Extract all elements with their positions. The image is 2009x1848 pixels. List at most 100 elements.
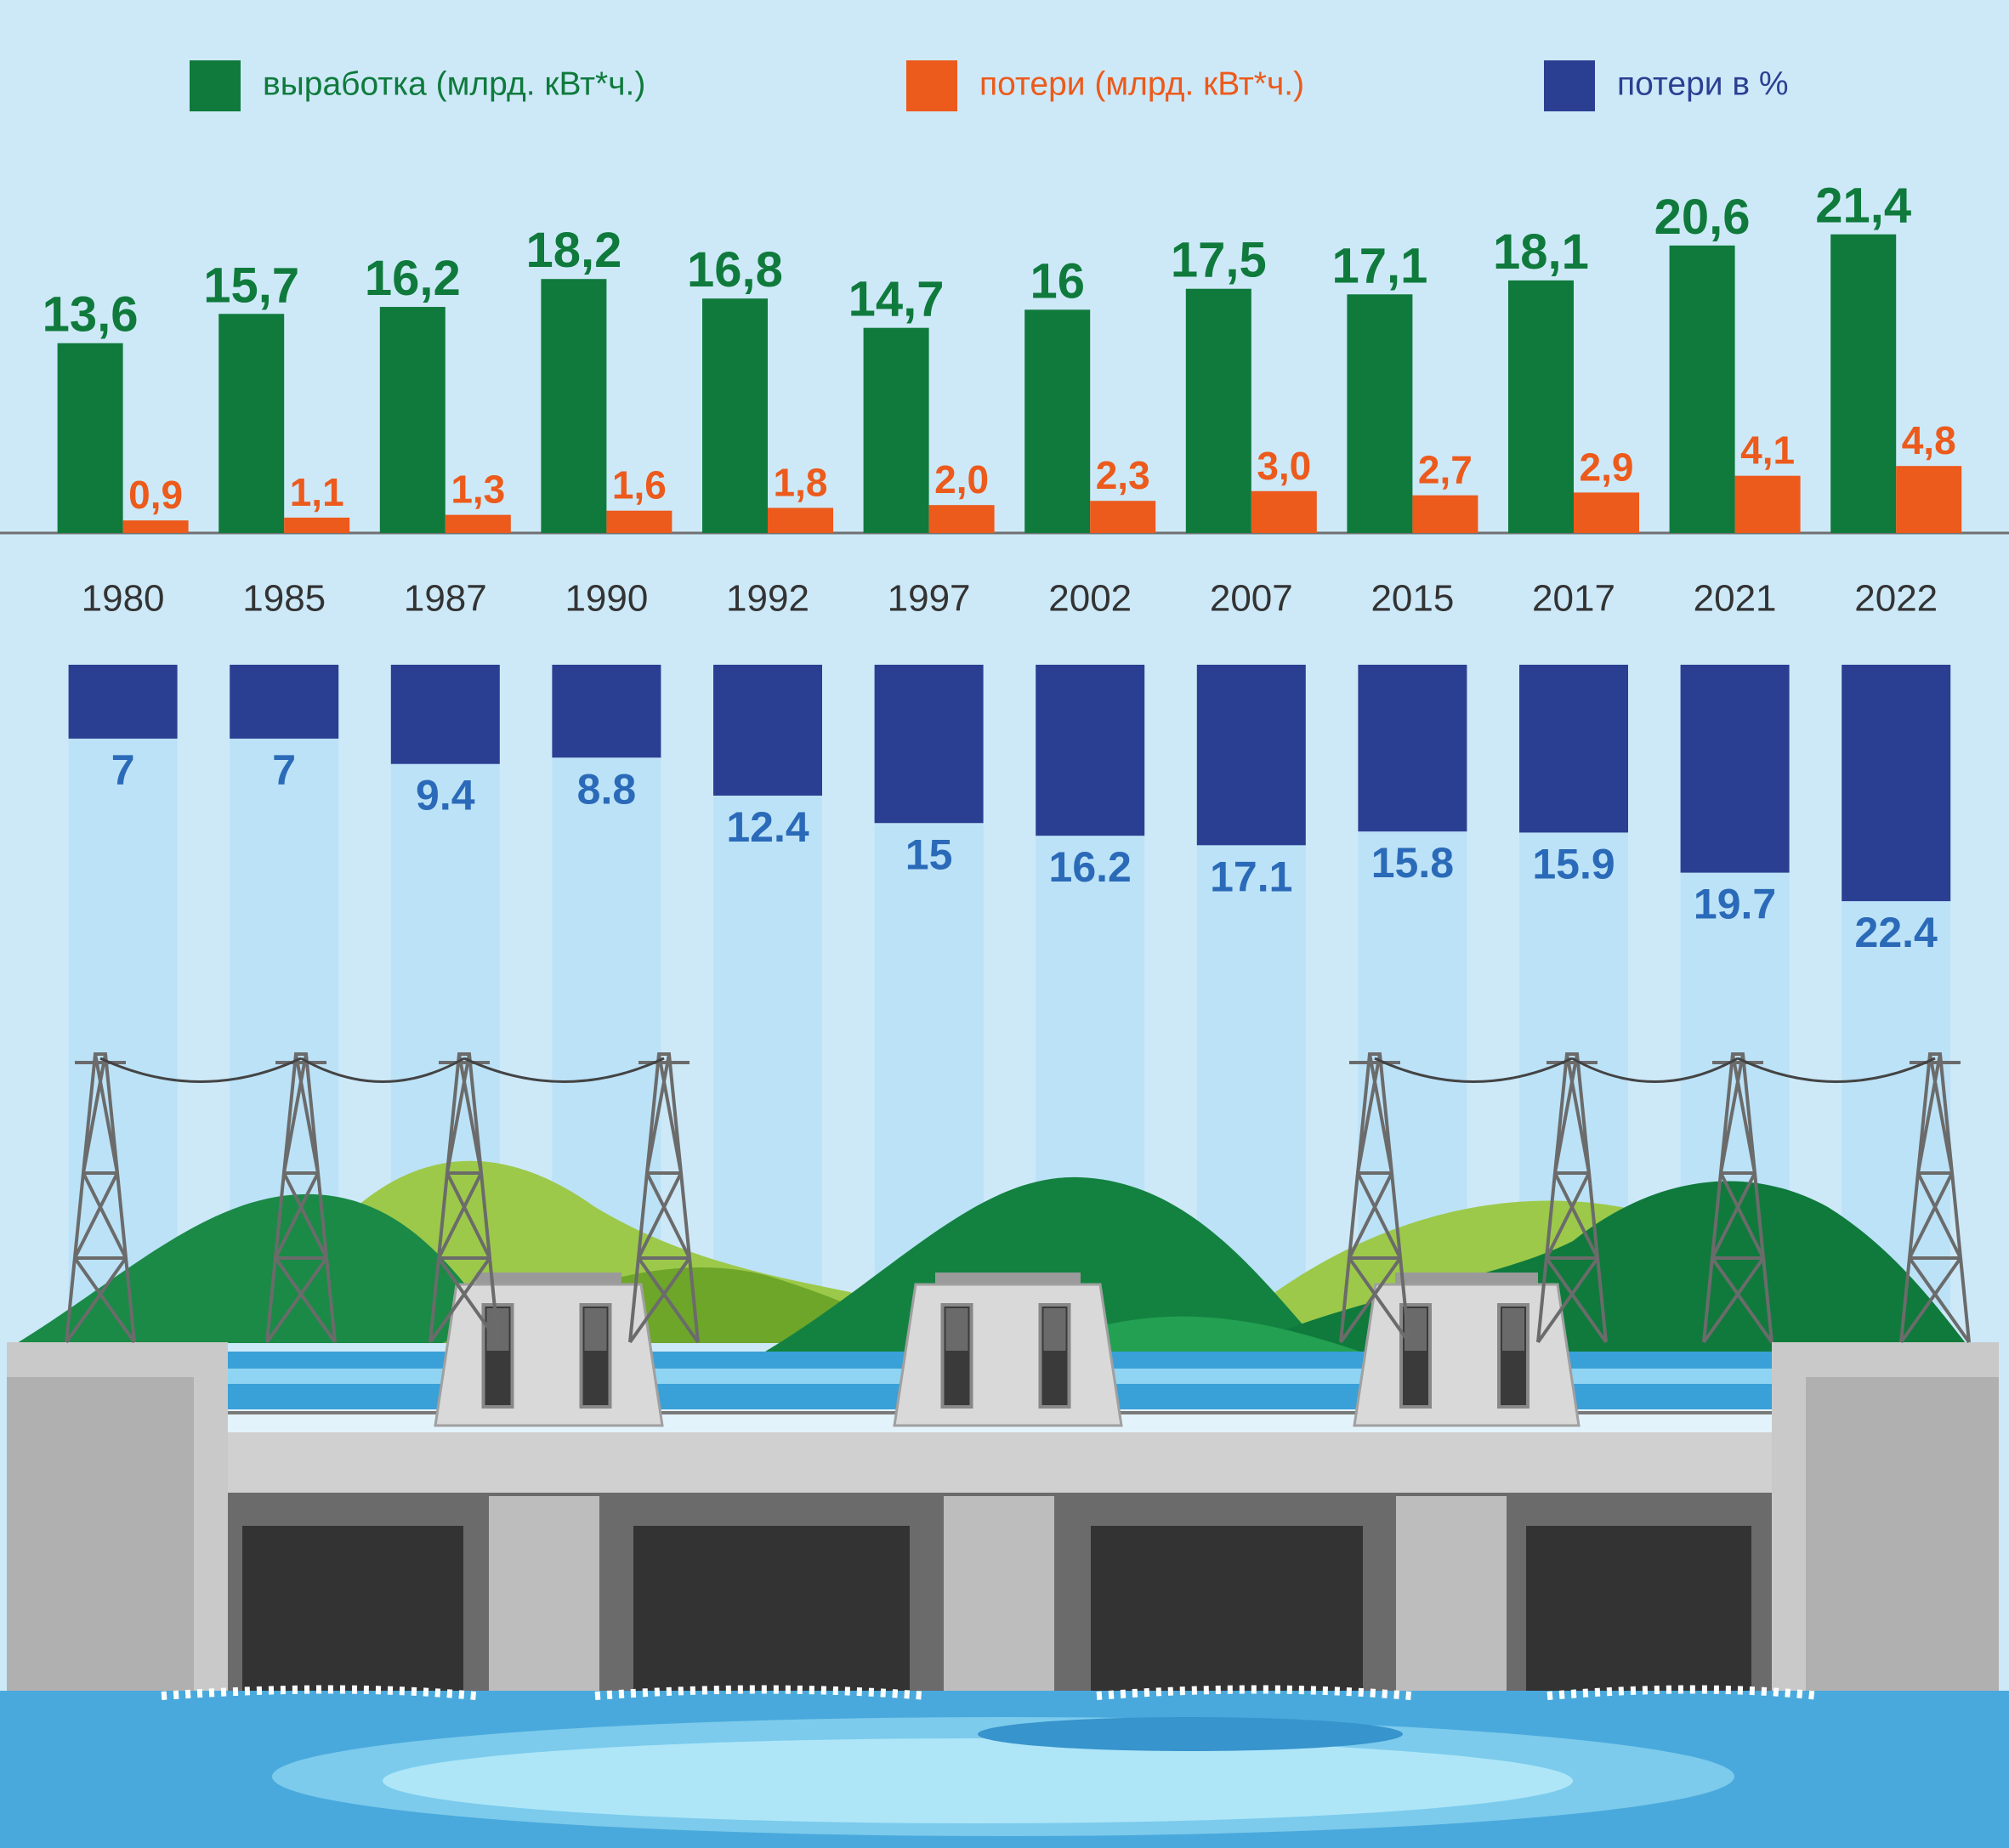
wire: [300, 1057, 465, 1083]
bar: [863, 327, 929, 533]
window-top: [1043, 1308, 1066, 1351]
powerhouses: [434, 1273, 1581, 1427]
wire: [99, 1057, 302, 1083]
bar: [606, 510, 673, 533]
value-label: 4,1: [1740, 428, 1795, 473]
wire: [1737, 1057, 1936, 1083]
x-tick-label: 1997: [888, 578, 971, 620]
hill: [765, 1176, 1326, 1352]
tower: [1702, 1052, 1773, 1344]
value-label: 0,9: [128, 473, 183, 517]
x-tick-label: 2021: [1694, 578, 1777, 620]
value-label: 7: [272, 746, 296, 794]
tower: [265, 1052, 337, 1344]
bar: [1185, 288, 1251, 533]
pier: [489, 1496, 599, 1691]
x-tick-label: 1992: [726, 578, 809, 620]
value-label: 1,8: [774, 460, 828, 504]
towers: [65, 1052, 1971, 1344]
percent-bar: [552, 665, 661, 758]
pier: [1396, 1496, 1507, 1691]
percent-bar: [874, 665, 984, 824]
roof: [1395, 1273, 1538, 1284]
x-tick-label: 1987: [404, 578, 487, 620]
bar: [1896, 466, 1962, 533]
percent-bar: [1680, 665, 1790, 873]
dam-block-inner: [7, 1377, 194, 1691]
percent-bar: [713, 665, 822, 796]
value-label: 3,0: [1257, 444, 1311, 488]
bar: [1669, 245, 1735, 533]
powerhouse: [893, 1283, 1123, 1427]
value-label: 15: [905, 830, 953, 878]
value-label: 22.4: [1855, 909, 1938, 956]
landscape: [0, 1160, 2009, 1848]
bar: [379, 307, 445, 533]
bar: [218, 314, 285, 533]
spillway: [242, 1526, 463, 1691]
bar: [1412, 495, 1478, 533]
value-label: 16: [1030, 253, 1085, 309]
window-top: [584, 1308, 607, 1351]
x-tick-label: 2015: [1371, 578, 1454, 620]
value-label: 19.7: [1694, 881, 1776, 928]
value-label: 20,6: [1654, 190, 1751, 245]
value-label: 2,9: [1580, 445, 1634, 489]
spillway: [1091, 1526, 1363, 1691]
bar: [1734, 475, 1801, 533]
wire: [463, 1057, 665, 1083]
value-label: 17.1: [1210, 853, 1292, 900]
bar: [1251, 490, 1317, 533]
bar: [1347, 294, 1413, 533]
bar: [122, 520, 189, 533]
value-label: 1,6: [612, 463, 667, 507]
legend-label: потери в %: [1617, 65, 1789, 102]
legend-swatch: [906, 60, 957, 111]
bar: [1574, 492, 1639, 533]
legend-label: потери (млрд. кВт*ч.): [979, 65, 1304, 102]
x-tick-label: 1985: [242, 578, 326, 620]
bar: [284, 517, 350, 533]
x-tick-label: 1980: [82, 578, 165, 620]
spillway: [1526, 1526, 1751, 1691]
value-label: 1,1: [290, 470, 344, 514]
value-label: 2,0: [934, 457, 989, 502]
roof: [476, 1273, 621, 1284]
dam-block-inner: [1806, 1377, 1999, 1691]
bar: [1830, 234, 1897, 533]
percent-bar: [68, 665, 178, 739]
value-label: 16,8: [687, 242, 783, 298]
x-tick-label: 2017: [1532, 578, 1615, 620]
hill: [17, 1193, 510, 1343]
percent-bar: [1036, 665, 1145, 836]
wire: [1571, 1057, 1739, 1083]
value-label: 2,3: [1096, 453, 1150, 497]
roof: [935, 1273, 1081, 1284]
value-label: 15,7: [203, 258, 299, 313]
window-top: [1502, 1308, 1524, 1351]
value-label: 1,3: [451, 468, 505, 512]
value-label: 8.8: [577, 765, 637, 813]
value-label: 18,1: [1493, 224, 1589, 280]
x-tick-label: 2022: [1854, 578, 1938, 620]
x-tick-label: 1990: [565, 578, 648, 620]
value-label: 13,6: [43, 287, 139, 343]
percent-bar: [1196, 665, 1306, 846]
water-ripple: [978, 1717, 1403, 1751]
value-label: 16.2: [1049, 843, 1132, 891]
value-label: 21,4: [1815, 179, 1911, 234]
spillway: [633, 1526, 910, 1691]
percent-bar: [390, 665, 500, 764]
pier: [944, 1496, 1054, 1691]
percent-bar: [1358, 665, 1467, 832]
bar: [57, 343, 123, 533]
window-top: [945, 1308, 968, 1351]
value-label: 15.9: [1532, 840, 1615, 887]
wire: [1374, 1057, 1573, 1083]
value-label: 18,2: [525, 223, 621, 278]
value-label: 17,1: [1331, 238, 1427, 293]
bar: [1024, 309, 1091, 533]
tower: [65, 1052, 136, 1344]
foam: [161, 1685, 1820, 1700]
